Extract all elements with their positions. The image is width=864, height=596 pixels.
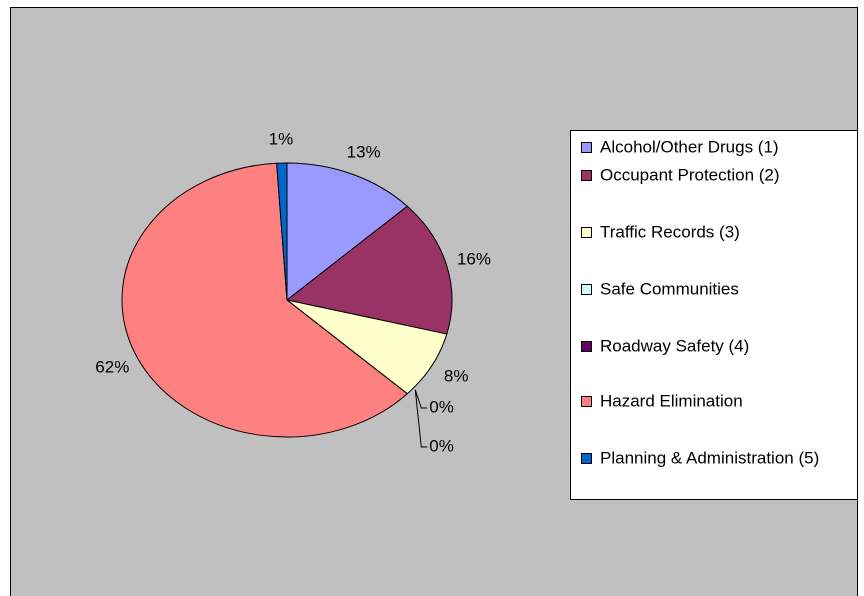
pie-slice bbox=[285, 205, 453, 335]
legend-label: Planning & Administration (5) bbox=[600, 448, 819, 467]
data-label: 8% bbox=[444, 367, 469, 386]
legend-label: Alcohol/Other Drugs (1) bbox=[600, 137, 779, 156]
legend-swatch bbox=[581, 142, 592, 153]
leader-line bbox=[414, 389, 428, 448]
pie-slice bbox=[286, 162, 409, 302]
legend-swatch bbox=[581, 453, 592, 464]
data-label: 62% bbox=[95, 358, 129, 377]
legend-box bbox=[570, 130, 858, 500]
legend-swatch bbox=[581, 170, 592, 181]
data-label: 0% bbox=[429, 397, 454, 416]
pie bbox=[121, 162, 453, 438]
legend-label: Hazard Elimination bbox=[600, 391, 743, 410]
legend-label: Roadway Safety (4) bbox=[600, 336, 749, 355]
legend-swatch bbox=[581, 284, 592, 295]
data-label: 0% bbox=[429, 436, 454, 455]
legend-swatch bbox=[581, 396, 592, 407]
pie-slice bbox=[276, 162, 288, 301]
leader-line bbox=[414, 389, 428, 409]
legend-swatch bbox=[581, 227, 592, 238]
legend-label: Safe Communities bbox=[600, 279, 739, 298]
pie-slice bbox=[121, 162, 409, 438]
legend-label: Traffic Records (3) bbox=[600, 222, 740, 241]
legend-swatch bbox=[581, 341, 592, 352]
data-label: 13% bbox=[347, 142, 381, 161]
legend-label: Occupant Protection (2) bbox=[600, 165, 780, 184]
data-label: 16% bbox=[457, 250, 491, 269]
data-label: 1% bbox=[269, 129, 294, 148]
